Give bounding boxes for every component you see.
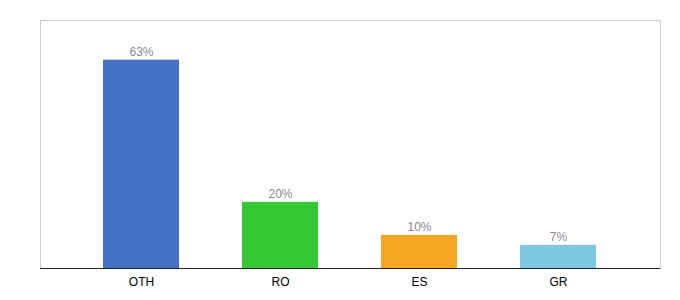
svg-text:63%: 63% [129,45,153,59]
svg-text:RO: RO [272,275,290,289]
svg-text:20%: 20% [268,187,292,201]
svg-text:ES: ES [411,275,427,289]
svg-text:GR: GR [550,275,568,289]
svg-text:10%: 10% [407,220,431,234]
svg-text:7%: 7% [550,230,568,244]
svg-text:OTH: OTH [129,275,154,289]
